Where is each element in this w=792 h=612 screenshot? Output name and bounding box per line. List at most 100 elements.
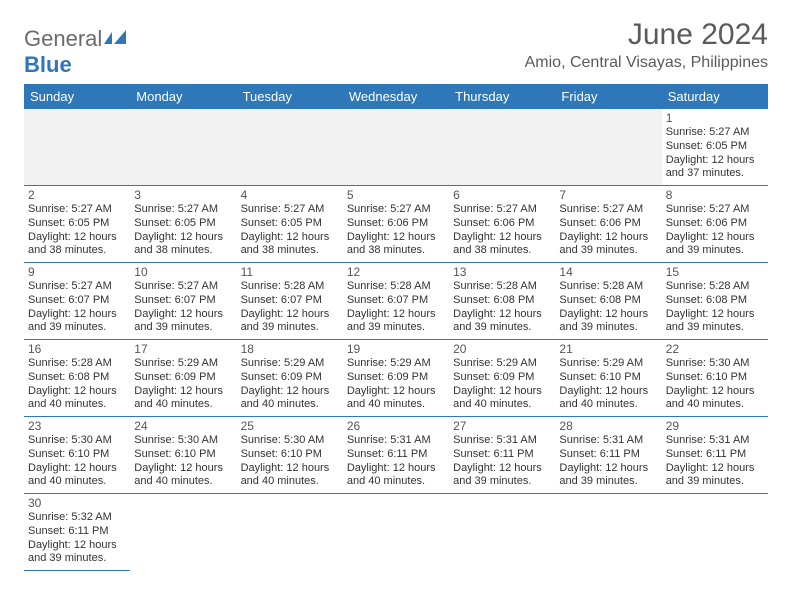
- page-header: General Blue June 2024 Amio, Central Vis…: [24, 18, 768, 78]
- day-number: 1: [666, 111, 764, 125]
- calendar-cell: ..: [343, 109, 449, 186]
- day-info: Sunrise: 5:28 AMSunset: 6:08 PMDaylight:…: [28, 357, 126, 412]
- calendar-cell: ..: [130, 109, 236, 186]
- calendar-cell: ..: [555, 109, 661, 186]
- calendar-cell: 20Sunrise: 5:29 AMSunset: 6:09 PMDayligh…: [449, 340, 555, 417]
- day-number: 28: [559, 419, 657, 433]
- day-info: Sunrise: 5:27 AMSunset: 6:06 PMDaylight:…: [559, 203, 657, 258]
- day-number: 25: [241, 419, 339, 433]
- calendar-cell: 27Sunrise: 5:31 AMSunset: 6:11 PMDayligh…: [449, 417, 555, 494]
- calendar-cell: 11Sunrise: 5:28 AMSunset: 6:07 PMDayligh…: [237, 263, 343, 340]
- calendar-cell: 26Sunrise: 5:31 AMSunset: 6:11 PMDayligh…: [343, 417, 449, 494]
- calendar-cell: 7Sunrise: 5:27 AMSunset: 6:06 PMDaylight…: [555, 186, 661, 263]
- day-number: 20: [453, 342, 551, 356]
- calendar-cell: 19Sunrise: 5:29 AMSunset: 6:09 PMDayligh…: [343, 340, 449, 417]
- day-info: Sunrise: 5:27 AMSunset: 6:05 PMDaylight:…: [241, 203, 339, 258]
- day-info: Sunrise: 5:27 AMSunset: 6:07 PMDaylight:…: [28, 280, 126, 335]
- calendar-cell: ..: [662, 494, 768, 571]
- brand-part2: Blue: [24, 52, 72, 77]
- day-info: Sunrise: 5:29 AMSunset: 6:09 PMDaylight:…: [453, 357, 551, 412]
- calendar-cell: 2Sunrise: 5:27 AMSunset: 6:05 PMDaylight…: [24, 186, 130, 263]
- calendar-cell: ..: [237, 494, 343, 571]
- calendar-cell: 25Sunrise: 5:30 AMSunset: 6:10 PMDayligh…: [237, 417, 343, 494]
- day-info: Sunrise: 5:29 AMSunset: 6:09 PMDaylight:…: [347, 357, 445, 412]
- day-info: Sunrise: 5:30 AMSunset: 6:10 PMDaylight:…: [666, 357, 764, 412]
- calendar-cell: 16Sunrise: 5:28 AMSunset: 6:08 PMDayligh…: [24, 340, 130, 417]
- calendar-cell: 23Sunrise: 5:30 AMSunset: 6:10 PMDayligh…: [24, 417, 130, 494]
- day-info: Sunrise: 5:28 AMSunset: 6:08 PMDaylight:…: [666, 280, 764, 335]
- day-number: 8: [666, 188, 764, 202]
- calendar-cell: 5Sunrise: 5:27 AMSunset: 6:06 PMDaylight…: [343, 186, 449, 263]
- flag-icon: [104, 30, 130, 46]
- calendar-body: ............1Sunrise: 5:27 AMSunset: 6:0…: [24, 109, 768, 571]
- day-info: Sunrise: 5:27 AMSunset: 6:06 PMDaylight:…: [453, 203, 551, 258]
- calendar-cell: 29Sunrise: 5:31 AMSunset: 6:11 PMDayligh…: [662, 417, 768, 494]
- calendar-cell: 14Sunrise: 5:28 AMSunset: 6:08 PMDayligh…: [555, 263, 661, 340]
- location-label: Amio, Central Visayas, Philippines: [525, 54, 768, 72]
- day-info: Sunrise: 5:27 AMSunset: 6:05 PMDaylight:…: [28, 203, 126, 258]
- calendar-cell: 17Sunrise: 5:29 AMSunset: 6:09 PMDayligh…: [130, 340, 236, 417]
- day-info: Sunrise: 5:27 AMSunset: 6:06 PMDaylight:…: [347, 203, 445, 258]
- weekday-header: Friday: [555, 84, 661, 109]
- day-info: Sunrise: 5:30 AMSunset: 6:10 PMDaylight:…: [28, 434, 126, 489]
- calendar-cell: 9Sunrise: 5:27 AMSunset: 6:07 PMDaylight…: [24, 263, 130, 340]
- calendar-cell: ..: [449, 494, 555, 571]
- calendar-cell: ..: [24, 109, 130, 186]
- calendar-cell: 28Sunrise: 5:31 AMSunset: 6:11 PMDayligh…: [555, 417, 661, 494]
- month-title: June 2024: [525, 18, 768, 52]
- day-info: Sunrise: 5:28 AMSunset: 6:08 PMDaylight:…: [453, 280, 551, 335]
- brand-logo: General Blue: [24, 18, 130, 78]
- calendar-cell: 18Sunrise: 5:29 AMSunset: 6:09 PMDayligh…: [237, 340, 343, 417]
- day-info: Sunrise: 5:29 AMSunset: 6:09 PMDaylight:…: [134, 357, 232, 412]
- day-number: 17: [134, 342, 232, 356]
- day-info: Sunrise: 5:27 AMSunset: 6:05 PMDaylight:…: [666, 126, 764, 181]
- calendar-cell: 3Sunrise: 5:27 AMSunset: 6:05 PMDaylight…: [130, 186, 236, 263]
- day-info: Sunrise: 5:30 AMSunset: 6:10 PMDaylight:…: [134, 434, 232, 489]
- day-number: 26: [347, 419, 445, 433]
- calendar-cell: ..: [237, 109, 343, 186]
- day-number: 19: [347, 342, 445, 356]
- calendar-cell: 30Sunrise: 5:32 AMSunset: 6:11 PMDayligh…: [24, 494, 130, 571]
- day-number: 21: [559, 342, 657, 356]
- calendar-table: SundayMondayTuesdayWednesdayThursdayFrid…: [24, 84, 768, 571]
- day-number: 7: [559, 188, 657, 202]
- day-number: 9: [28, 265, 126, 279]
- brand-text: General Blue: [24, 26, 130, 78]
- weekday-header: Saturday: [662, 84, 768, 109]
- day-info: Sunrise: 5:28 AMSunset: 6:08 PMDaylight:…: [559, 280, 657, 335]
- day-info: Sunrise: 5:27 AMSunset: 6:07 PMDaylight:…: [134, 280, 232, 335]
- calendar-cell: 4Sunrise: 5:27 AMSunset: 6:05 PMDaylight…: [237, 186, 343, 263]
- day-info: Sunrise: 5:29 AMSunset: 6:10 PMDaylight:…: [559, 357, 657, 412]
- day-info: Sunrise: 5:29 AMSunset: 6:09 PMDaylight:…: [241, 357, 339, 412]
- weekday-header: Sunday: [24, 84, 130, 109]
- brand-part1: General: [24, 26, 102, 51]
- calendar-cell: 6Sunrise: 5:27 AMSunset: 6:06 PMDaylight…: [449, 186, 555, 263]
- calendar-cell: 10Sunrise: 5:27 AMSunset: 6:07 PMDayligh…: [130, 263, 236, 340]
- calendar-cell: 1Sunrise: 5:27 AMSunset: 6:05 PMDaylight…: [662, 109, 768, 186]
- weekday-header: Thursday: [449, 84, 555, 109]
- calendar-cell: ..: [130, 494, 236, 571]
- title-block: June 2024 Amio, Central Visayas, Philipp…: [525, 18, 768, 72]
- calendar-cell: 21Sunrise: 5:29 AMSunset: 6:10 PMDayligh…: [555, 340, 661, 417]
- calendar-cell: 12Sunrise: 5:28 AMSunset: 6:07 PMDayligh…: [343, 263, 449, 340]
- day-info: Sunrise: 5:28 AMSunset: 6:07 PMDaylight:…: [241, 280, 339, 335]
- day-info: Sunrise: 5:31 AMSunset: 6:11 PMDaylight:…: [559, 434, 657, 489]
- calendar-cell: ..: [343, 494, 449, 571]
- day-number: 13: [453, 265, 551, 279]
- day-number: 5: [347, 188, 445, 202]
- calendar-cell: 22Sunrise: 5:30 AMSunset: 6:10 PMDayligh…: [662, 340, 768, 417]
- calendar-cell: 15Sunrise: 5:28 AMSunset: 6:08 PMDayligh…: [662, 263, 768, 340]
- day-number: 11: [241, 265, 339, 279]
- weekday-header: Tuesday: [237, 84, 343, 109]
- calendar-header-row: SundayMondayTuesdayWednesdayThursdayFrid…: [24, 84, 768, 109]
- day-number: 16: [28, 342, 126, 356]
- day-number: 18: [241, 342, 339, 356]
- day-number: 3: [134, 188, 232, 202]
- day-info: Sunrise: 5:28 AMSunset: 6:07 PMDaylight:…: [347, 280, 445, 335]
- day-info: Sunrise: 5:31 AMSunset: 6:11 PMDaylight:…: [453, 434, 551, 489]
- day-number: 12: [347, 265, 445, 279]
- day-number: 24: [134, 419, 232, 433]
- day-number: 29: [666, 419, 764, 433]
- day-number: 14: [559, 265, 657, 279]
- day-number: 15: [666, 265, 764, 279]
